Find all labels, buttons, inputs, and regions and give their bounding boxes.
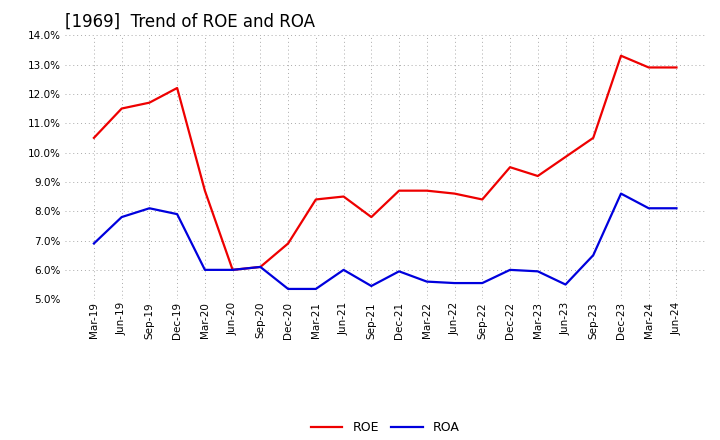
- ROA: [644, 205, 653, 211]
- ROE: [312, 197, 320, 202]
- ROA: [423, 279, 431, 284]
- ROA: [173, 212, 181, 217]
- ROE: [644, 65, 653, 70]
- ROA: [367, 283, 376, 289]
- ROE: [201, 188, 210, 193]
- ROE: [284, 241, 292, 246]
- ROA: [616, 191, 625, 196]
- ROE: [561, 154, 570, 160]
- ROE: [395, 188, 403, 193]
- ROE: [423, 188, 431, 193]
- Line: ROE: ROE: [94, 56, 677, 270]
- ROE: [616, 53, 625, 59]
- ROE: [339, 194, 348, 199]
- ROE: [145, 100, 154, 105]
- ROA: [505, 267, 514, 272]
- Legend: ROE, ROA: ROE, ROA: [306, 416, 464, 439]
- ROA: [478, 280, 487, 286]
- ROE: [505, 165, 514, 170]
- ROA: [672, 205, 681, 211]
- ROA: [339, 267, 348, 272]
- ROA: [534, 269, 542, 274]
- ROA: [589, 253, 598, 258]
- ROA: [228, 267, 237, 272]
- ROE: [450, 191, 459, 196]
- ROE: [256, 264, 265, 270]
- ROA: [561, 282, 570, 287]
- ROE: [117, 106, 126, 111]
- ROA: [312, 286, 320, 292]
- ROA: [201, 267, 210, 272]
- ROE: [89, 135, 98, 140]
- ROA: [89, 241, 98, 246]
- ROE: [367, 214, 376, 220]
- ROE: [228, 267, 237, 272]
- ROE: [478, 197, 487, 202]
- ROA: [450, 280, 459, 286]
- ROA: [395, 269, 403, 274]
- ROA: [256, 264, 265, 270]
- ROE: [173, 85, 181, 91]
- Text: [1969]  Trend of ROE and ROA: [1969] Trend of ROE and ROA: [65, 13, 315, 31]
- ROA: [284, 286, 292, 292]
- ROE: [589, 135, 598, 140]
- Line: ROA: ROA: [94, 194, 677, 289]
- ROE: [534, 173, 542, 179]
- ROA: [145, 205, 154, 211]
- ROE: [672, 65, 681, 70]
- ROA: [117, 214, 126, 220]
